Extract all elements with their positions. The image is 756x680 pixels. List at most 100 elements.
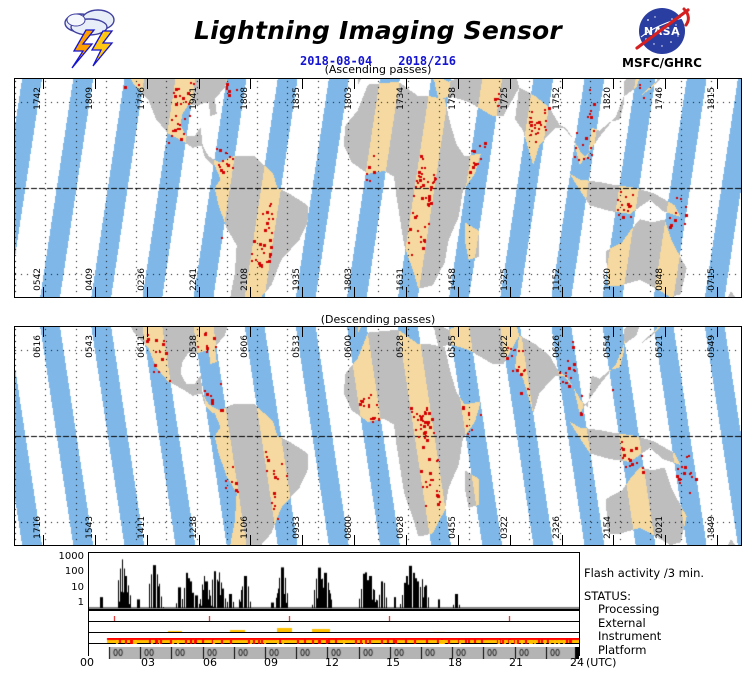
descending-pass-map[interactable]: 0616 0543 0611 0538 0606 0533 0600 0528 0555 0622… [14, 326, 742, 546]
orbit-tick [95, 287, 96, 297]
legend-item-instrument: Instrument [598, 629, 662, 643]
orbit-time-label: 0616 [33, 335, 43, 358]
orbit-tick [406, 327, 407, 337]
day-of-year: 2018/216 [398, 54, 457, 68]
legend-panel: Flash activity /3 min. STATUS: Processin… [584, 566, 756, 657]
orbit-time-label: 0848 [655, 268, 665, 291]
orbit-time-label: 1725 [500, 87, 510, 110]
status-legend-title: STATUS: [584, 589, 632, 603]
orbit-time-label: 0455 [448, 516, 458, 539]
time-tick-24: 24 [570, 656, 584, 669]
orbit-tick [717, 327, 718, 337]
orbit-time-label: 0322 [500, 516, 510, 539]
time-axis-unit: (UTC) [586, 656, 617, 669]
orbit-time-label: 1238 [189, 516, 199, 539]
orbit-time-label: 2021 [655, 516, 665, 539]
orbit-time-label: 1746 [655, 87, 665, 110]
orbit-time-label: 1809 [85, 87, 95, 110]
orbit-time-label: 1815 [707, 87, 717, 110]
orbit-tick [302, 327, 303, 337]
orbit-tick [717, 79, 718, 89]
orbit-time-label: 1631 [396, 268, 406, 291]
platform-event-ticks [89, 640, 579, 644]
thunderstorm-icon [64, 9, 115, 69]
orbit-tick [302, 287, 303, 297]
flash-ytick-10: 10 [71, 582, 84, 593]
orbit-time-label: 0606 [240, 335, 250, 358]
orbit-tick [510, 535, 511, 545]
orbit-time-label: 1808 [240, 87, 250, 110]
orbit-time-label: 1742 [33, 87, 43, 110]
orbit-tick [147, 535, 148, 545]
status-row-external [88, 621, 580, 637]
descending-map-canvas [15, 327, 741, 545]
orbit-time-label: 0549 [707, 335, 717, 358]
time-tick-12: 12 [325, 656, 339, 669]
orbit-tick [95, 327, 96, 337]
orbit-time-label: 0628 [396, 516, 406, 539]
orbit-tick [43, 327, 44, 337]
orbit-time-label: 0554 [603, 335, 613, 358]
orbit-tick [199, 327, 200, 337]
orbit-tick [250, 79, 251, 89]
orbit-tick [458, 287, 459, 297]
orbit-time-label: 1803 [344, 87, 354, 110]
nasa-meatball-icon: NASA [635, 7, 690, 54]
legend-item-external: External [598, 615, 646, 630]
flash-ytick-1000: 1000 [58, 551, 84, 562]
orbit-time-label: 1543 [85, 516, 95, 539]
orbit-time-label: 0715 [707, 268, 717, 291]
orbit-tick [250, 327, 251, 337]
orbit-tick [665, 327, 666, 337]
orbit-tick [354, 535, 355, 545]
orbit-tick [510, 287, 511, 297]
orbit-tick [250, 535, 251, 545]
orbit-time-label: 0600 [344, 335, 354, 358]
orbit-tick [199, 535, 200, 545]
orbit-time-label: 0611 [137, 335, 147, 358]
page-title: Lightning Imaging Sensor [194, 16, 562, 45]
orbit-tick [43, 287, 44, 297]
descending-caption: (Descending passes) [320, 313, 436, 326]
orbit-tick [717, 535, 718, 545]
time-tick-09: 09 [264, 656, 278, 669]
orbit-time-label: 1935 [292, 268, 302, 291]
orbit-time-label: 1411 [137, 516, 147, 539]
orbit-tick [613, 535, 614, 545]
time-tick-15: 15 [386, 656, 400, 669]
orbit-tick [562, 535, 563, 545]
flash-activity-canvas [89, 553, 579, 609]
orbit-time-label: 0533 [292, 335, 302, 358]
ascending-pass-map[interactable]: 1742 1809 1736 1941 1808 1835 1803 1734 1758 1725… [14, 78, 742, 298]
orbit-time-label: 0800 [344, 516, 354, 539]
orbit-time-label: 2108 [240, 268, 250, 291]
status-bars [88, 610, 580, 659]
orbit-time-label: 0933 [292, 516, 302, 539]
orbit-time-label: 2154 [603, 516, 613, 539]
page-header: Lightning Imaging Sensor 2018-08-04 2018/… [0, 0, 756, 78]
orbit-tick [510, 327, 511, 337]
orbit-time-label: 1458 [448, 268, 458, 291]
orbit-tick [406, 535, 407, 545]
flash-activity-plot[interactable] [88, 552, 580, 610]
orbit-time-label: 0555 [448, 335, 458, 358]
orbit-time-label: 1849 [707, 516, 717, 539]
orbit-tick [250, 287, 251, 297]
orbit-tick [458, 79, 459, 89]
status-row-processing [88, 610, 580, 626]
orbit-tick [302, 535, 303, 545]
orbit-time-label: 0538 [189, 335, 199, 358]
orbit-time-label: 0236 [137, 268, 147, 291]
time-tick-21: 21 [509, 656, 523, 669]
orbit-tick [665, 79, 666, 89]
orbit-tick [717, 287, 718, 297]
orbit-time-label: 1152 [552, 268, 562, 291]
orbit-tick [406, 79, 407, 89]
orbit-tick [147, 327, 148, 337]
orbit-tick [510, 79, 511, 89]
orbit-tick [613, 287, 614, 297]
orbit-tick [199, 79, 200, 89]
orbit-tick [147, 79, 148, 89]
orbit-tick [613, 327, 614, 337]
flash-ytick-100: 100 [64, 566, 84, 577]
